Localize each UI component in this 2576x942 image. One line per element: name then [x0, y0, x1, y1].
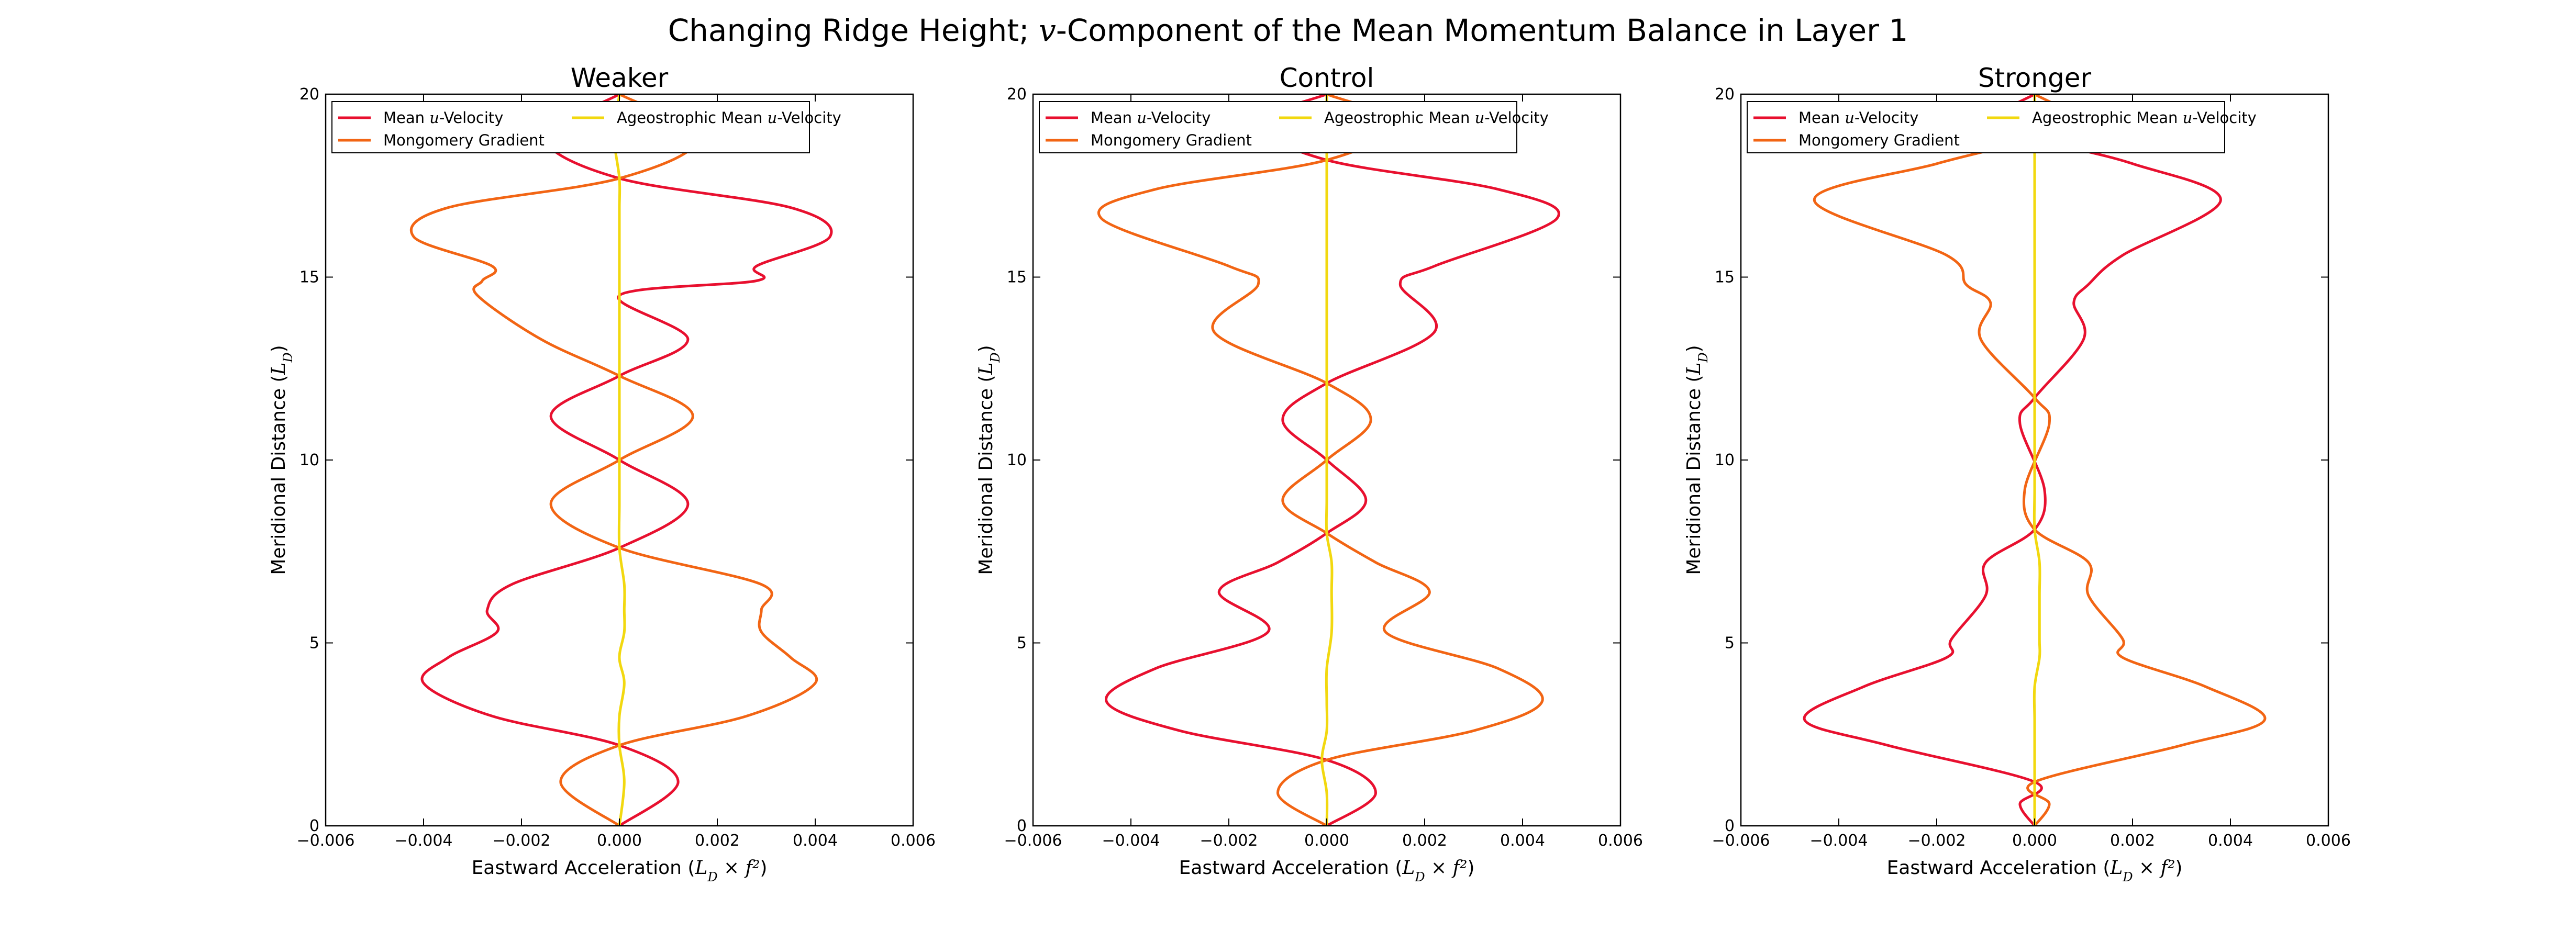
- legend-label: Mean u-Velocity: [1798, 109, 1918, 127]
- panel-title: Weaker: [571, 63, 669, 93]
- x-tick-label: 0.002: [2110, 832, 2155, 850]
- y-tick-label: 15: [299, 268, 319, 287]
- panel-title: Stronger: [1978, 63, 2092, 93]
- x-tick-label: −0.004: [1102, 832, 1160, 850]
- x-tick-label: −0.002: [1907, 832, 1966, 850]
- y-tick-label: 15: [1007, 268, 1027, 287]
- x-tick-label: 0.006: [1598, 832, 1643, 850]
- legend-box: [1039, 101, 1517, 153]
- legend-label: Ageostrophic Mean u-Velocity: [1324, 109, 1549, 127]
- x-tick-label: 0.002: [695, 832, 740, 850]
- series-line-mongomery-gradient: [1813, 94, 2267, 826]
- legend-label: Ageostrophic Mean u-Velocity: [617, 109, 841, 127]
- x-axis-label: Eastward Acceleration (LD × f²): [1179, 857, 1475, 884]
- x-tick-label: 0.000: [2012, 832, 2057, 850]
- series-line-mean-u-velocity: [1803, 94, 2222, 826]
- x-tick-label: −0.004: [394, 832, 452, 850]
- legend-box: [331, 101, 810, 153]
- series-line-ageostrophic-mean-u-velocity: [2033, 94, 2041, 826]
- legend-box: [1747, 101, 2225, 153]
- y-tick-label: 5: [1725, 634, 1735, 653]
- panel-control: Control −0.006 −0.004 −0.002 0.000 0.002 0.004…: [975, 63, 1643, 884]
- series-lines: [1803, 94, 2267, 826]
- legend: Mean u-Velocity Mongomery Gradient Ageostr…: [1747, 101, 2257, 153]
- series-line-mean-u-velocity: [1105, 94, 1560, 826]
- x-tick-label: 0.004: [2208, 832, 2253, 850]
- y-axis-label: Meridional Distance (LD): [1683, 345, 1711, 575]
- y-tick-label: 10: [299, 451, 319, 469]
- figure-title: Changing Ridge Height; v-Component of th…: [668, 13, 1908, 48]
- legend-label: Mongomery Gradient: [1091, 131, 1252, 149]
- y-tick-label: 20: [1007, 85, 1027, 104]
- x-axis-label: Eastward Acceleration (LD × f²): [1887, 857, 2183, 884]
- legend-label: Mean u-Velocity: [383, 109, 503, 127]
- series-line-ageostrophic-mean-u-velocity: [613, 94, 626, 826]
- series-line-mean-u-velocity: [420, 94, 833, 826]
- x-tick-label: 0.004: [793, 832, 838, 850]
- x-tick-label: 0.006: [891, 832, 936, 850]
- y-tick-label: 0: [1017, 817, 1027, 835]
- y-tick-label: 0: [309, 817, 319, 835]
- x-tick-label: −0.006: [1004, 832, 1062, 850]
- y-tick-label: 10: [1715, 451, 1735, 469]
- legend-label: Mongomery Gradient: [1798, 131, 1960, 149]
- x-tick-label: −0.002: [492, 832, 550, 850]
- series-lines: [1097, 94, 1560, 826]
- x-tick-label: 0.000: [597, 832, 642, 850]
- x-axis-label: Eastward Acceleration (LD × f²): [472, 857, 768, 884]
- y-axis-label: Meridional Distance (LD): [975, 345, 1003, 575]
- panel-weaker: Weaker −0.006 −0.004 −0.002 0.000 0.002 0.004 0…: [268, 63, 936, 884]
- x-tick-label: 0.004: [1500, 832, 1545, 850]
- x-tick-label: 0.006: [2306, 832, 2351, 850]
- panel-stronger: Stronger −0.006 −0.004 −0.002 0.000 0.002 0.00…: [1683, 63, 2351, 884]
- y-tick-label: 5: [309, 634, 319, 653]
- legend: Mean u-Velocity Mongomery Gradient Ageostr…: [331, 101, 841, 153]
- x-tick-label: −0.006: [296, 832, 354, 850]
- series-line-ageostrophic-mean-u-velocity: [1320, 94, 1334, 826]
- legend-label: Mongomery Gradient: [383, 131, 545, 149]
- legend-label: Ageostrophic Mean u-Velocity: [2032, 109, 2257, 127]
- legend-label: Mean u-Velocity: [1091, 109, 1211, 127]
- y-axis-label: Meridional Distance (LD): [268, 345, 295, 575]
- series-lines: [410, 94, 833, 826]
- y-tick-label: 5: [1017, 634, 1027, 653]
- y-tick-label: 0: [1725, 817, 1735, 835]
- legend: Mean u-Velocity Mongomery Gradient Ageostr…: [1039, 101, 1549, 153]
- y-tick-label: 20: [1715, 85, 1735, 104]
- series-line-mongomery-gradient: [1097, 94, 1544, 826]
- y-tick-label: 15: [1715, 268, 1735, 287]
- panel-title: Control: [1280, 63, 1374, 93]
- x-tick-label: −0.002: [1200, 832, 1258, 850]
- x-tick-label: −0.004: [1809, 832, 1868, 850]
- x-tick-label: 0.002: [1402, 832, 1447, 850]
- panels: Weaker −0.006 −0.004 −0.002 0.000 0.002 0.004 0…: [268, 63, 2351, 884]
- x-tick-label: 0.000: [1304, 832, 1349, 850]
- y-tick-label: 10: [1007, 451, 1027, 469]
- y-tick-label: 20: [299, 85, 319, 104]
- x-tick-label: −0.006: [1712, 832, 1770, 850]
- series-line-mongomery-gradient: [410, 94, 818, 826]
